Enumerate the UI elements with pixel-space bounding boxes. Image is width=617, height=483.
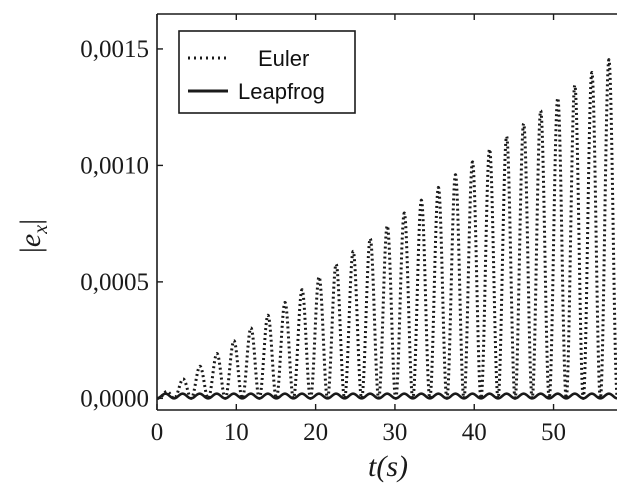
y-tick-label: 0,0015 <box>80 36 149 63</box>
y-axis-label-part: | <box>14 247 47 253</box>
x-tick-label: 30 <box>382 419 407 446</box>
y-tick-label: 0,0000 <box>80 385 149 412</box>
y-axis-label-part: e <box>14 234 47 247</box>
legend-leapfrog-label: Leapfrog <box>238 79 325 104</box>
legend-euler-label: Euler <box>258 46 309 71</box>
y-axis-label-subscript: x <box>30 225 52 235</box>
x-tick-label: 20 <box>303 419 328 446</box>
legend: Euler Leapfrog <box>178 30 356 114</box>
x-tick-label: 10 <box>224 419 249 446</box>
x-tick-label: 50 <box>541 419 566 446</box>
tick-marks <box>156 14 555 410</box>
x-axis-label: t(s) <box>368 450 408 483</box>
y-axis-label: |ex| <box>14 219 52 253</box>
series-line-leapfrog <box>157 392 617 400</box>
legend-box <box>178 30 356 114</box>
x-tick-label: 0 <box>151 419 164 446</box>
x-tick-label: 40 <box>462 419 487 446</box>
series-layer <box>157 58 617 400</box>
y-tick-label: 0,0010 <box>80 152 149 179</box>
y-axis-label-part: | <box>14 219 47 225</box>
x-tick-labels: 0 10 20 30 40 50 <box>151 419 566 446</box>
y-tick-label: 0,0005 <box>80 269 149 296</box>
series-line-euler <box>157 58 617 400</box>
y-tick-labels: 0,0000 0,0005 0,0010 0,0015 <box>80 36 149 412</box>
